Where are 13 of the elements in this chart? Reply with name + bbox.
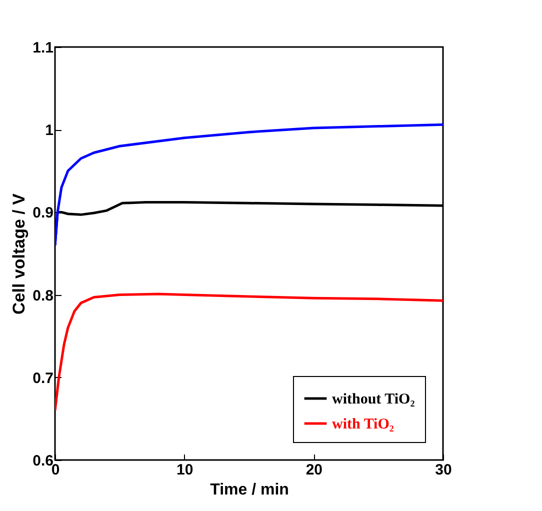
- x-axis-title: Time / min: [210, 482, 289, 498]
- y-tick-label: 0.7: [32, 370, 54, 387]
- y-tick-label: 0.9: [32, 204, 54, 222]
- y-axis-title: Cell voltage / V: [10, 192, 29, 314]
- y-tick-label: 0.6: [32, 452, 54, 470]
- legend-label: without TiO₂: [332, 392, 416, 408]
- legend-label: with TiO₂: [332, 416, 394, 432]
- y-tick-label: 0.8: [32, 287, 54, 304]
- y-tick-label: 1: [45, 122, 54, 140]
- x-tick-label: 30: [435, 462, 452, 478]
- x-tick-label: 10: [176, 462, 194, 478]
- x-tick-label: 20: [306, 462, 323, 478]
- y-tick-label: 1.1: [32, 40, 54, 56]
